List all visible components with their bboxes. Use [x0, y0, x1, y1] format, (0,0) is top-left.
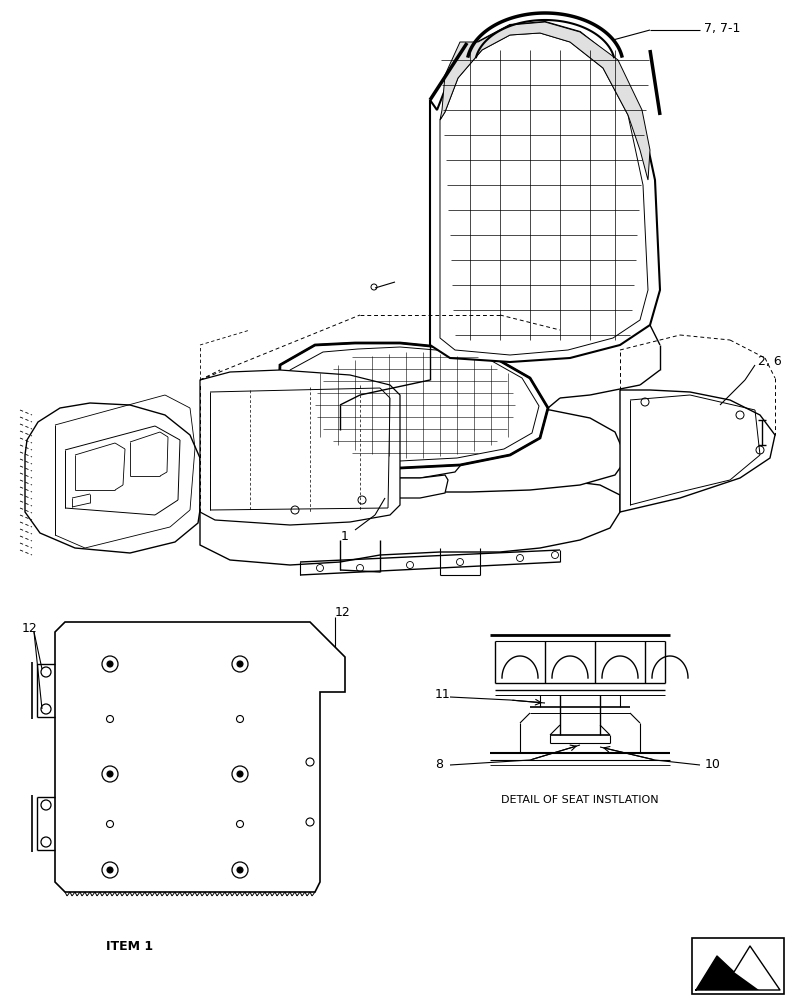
Polygon shape: [200, 478, 619, 565]
Polygon shape: [278, 343, 548, 468]
Polygon shape: [25, 403, 200, 553]
Text: 12: 12: [22, 621, 38, 634]
Polygon shape: [355, 473, 447, 498]
Bar: [691, 938, 783, 994]
Circle shape: [237, 771, 243, 777]
Circle shape: [107, 661, 113, 667]
Text: 10: 10: [704, 758, 720, 772]
Polygon shape: [695, 946, 779, 990]
Circle shape: [237, 867, 243, 873]
Text: ITEM 1: ITEM 1: [106, 940, 153, 953]
Text: 1: 1: [340, 530, 349, 542]
Polygon shape: [430, 22, 659, 362]
Text: 8: 8: [434, 758, 442, 772]
Circle shape: [237, 661, 243, 667]
Polygon shape: [55, 622, 344, 892]
Circle shape: [107, 771, 113, 777]
Polygon shape: [619, 390, 774, 512]
Text: DETAIL OF SEAT INSTLATION: DETAIL OF SEAT INSTLATION: [500, 795, 658, 805]
Polygon shape: [733, 946, 779, 990]
Polygon shape: [200, 370, 400, 525]
Text: 7, 7-1: 7, 7-1: [703, 22, 740, 35]
Text: 2, 6: 2, 6: [757, 356, 781, 368]
Text: 12: 12: [335, 605, 350, 618]
Polygon shape: [439, 22, 649, 180]
Text: 11: 11: [434, 688, 450, 702]
Polygon shape: [200, 406, 622, 492]
Circle shape: [107, 867, 113, 873]
Polygon shape: [329, 425, 464, 478]
